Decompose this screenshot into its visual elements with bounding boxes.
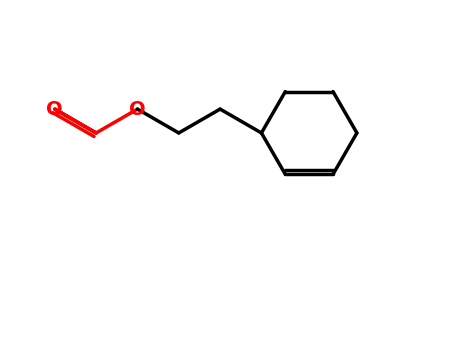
Text: O: O xyxy=(46,100,63,119)
Text: O: O xyxy=(129,100,146,119)
